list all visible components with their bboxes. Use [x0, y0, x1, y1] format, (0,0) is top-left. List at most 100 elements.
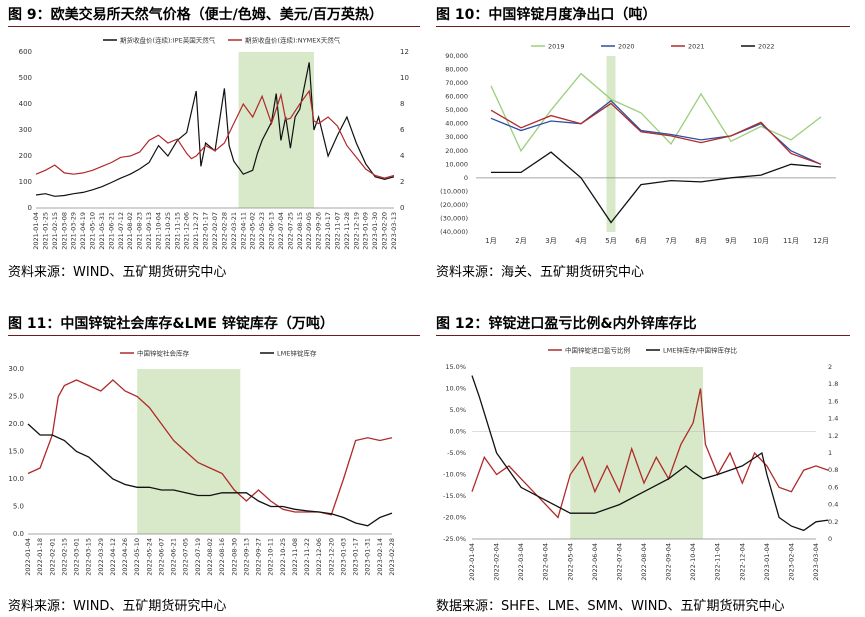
- panel2-rule: [436, 26, 850, 27]
- x-tick-label: 2022-03-29: [97, 538, 105, 576]
- y-right-tick-label: 4: [400, 152, 405, 160]
- legend-lme-stock: LME锌锭库存: [277, 349, 317, 358]
- x-tick-label: 2022-02-07: [211, 212, 219, 250]
- x-tick-label: 2021-08-23: [136, 212, 144, 250]
- x-tick-label: 2021-02-15: [51, 212, 59, 250]
- x-tick-label: 2021-03-29: [70, 212, 78, 250]
- x-tick-label: 2022-09-27: [255, 538, 263, 576]
- x-tick-label: 2022-08-30: [230, 538, 238, 576]
- y-left-tick-label: 0: [28, 204, 32, 212]
- x-tick-label: 2023-01-03: [339, 538, 347, 576]
- y-left-tick-label: 400: [19, 100, 32, 108]
- x-tick-label: 8月: [695, 237, 706, 245]
- y-left-tick-label: 0.0%: [449, 428, 466, 436]
- x-tick-label: 2022-11-07: [333, 212, 341, 250]
- y-tick-label: 5.0: [13, 503, 24, 511]
- x-tick-label: 2023-02-28: [388, 538, 396, 576]
- panel4-rule: [436, 335, 850, 336]
- x-tick-label: 2021-06-21: [107, 212, 115, 250]
- highlight-band: [570, 367, 703, 539]
- x-tick-label: 2022-04-04: [542, 543, 550, 581]
- x-tick-label: 2022-10-17: [324, 212, 332, 250]
- y-tick-label: 30,000: [445, 133, 468, 141]
- y-left-tick-label: -25.0%: [443, 535, 466, 543]
- series-line-1: [35, 89, 395, 179]
- x-tick-label: 2021-11-15: [173, 212, 181, 250]
- x-tick-label: 2021-07-12: [117, 212, 125, 250]
- y-right-tick-label: 0: [828, 535, 832, 543]
- x-tick-label: 2022-09-26: [315, 212, 323, 250]
- x-tick-label: 2022-07-05: [182, 538, 190, 576]
- x-tick-label: 2022-09-13: [242, 538, 250, 576]
- x-tick-label: 2022-09-04: [665, 543, 673, 581]
- x-tick-label: 2023-01-04: [763, 543, 771, 581]
- panel2-source: 资料来源：海关、五矿期货研究中心: [436, 265, 645, 280]
- y-tick-label: 20.0: [8, 420, 24, 428]
- series-line-0: [35, 62, 395, 197]
- x-tick-label: 2022-01-17: [202, 212, 210, 250]
- x-tick-label: 2021-01-25: [41, 212, 49, 250]
- y-right-tick-label: 8: [400, 100, 404, 108]
- y-right-tick-label: 0.4: [828, 501, 838, 509]
- y-tick-label: (40,000): [440, 228, 468, 236]
- y-right-tick-label: 0.2: [828, 518, 838, 526]
- y-tick-label: (10,000): [440, 187, 468, 195]
- x-tick-label: 2022-04-12: [109, 538, 117, 576]
- x-tick-label: 2023-02-04: [787, 543, 795, 581]
- x-tick-label: 2022-11-28: [343, 212, 351, 250]
- x-tick-label: 2022-03-01: [73, 538, 81, 576]
- x-tick-label: 5月: [605, 237, 616, 245]
- y-tick-label: (30,000): [440, 214, 468, 222]
- x-tick-label: 2022-01-18: [36, 538, 44, 576]
- x-tick-label: 2023-01-17: [352, 538, 360, 576]
- y-tick-label: 10,000: [445, 160, 468, 168]
- y-tick-label: 80,000: [445, 66, 468, 74]
- x-tick-label: 2023-01-09: [362, 212, 370, 250]
- x-tick-label: 2022-08-02: [206, 538, 214, 576]
- y-tick-label: 50,000: [445, 106, 468, 114]
- y-tick-label: (20,000): [440, 201, 468, 209]
- x-tick-label: 2022-05-24: [145, 538, 153, 576]
- x-tick-label: 2022-03-04: [517, 543, 525, 581]
- x-tick-label: 2022-12-06: [315, 538, 323, 576]
- x-tick-label: 2022-11-22: [303, 538, 311, 576]
- series-line-1: [471, 375, 829, 532]
- x-tick-label: 2022-08-16: [218, 538, 226, 576]
- y-tick-label: 0.0: [13, 530, 24, 538]
- x-tick-label: 3月: [545, 237, 556, 245]
- panel1-source: 资料来源：WIND、五矿期货研究中心: [8, 265, 227, 280]
- y-left-tick-label: 5.0%: [449, 406, 466, 414]
- y-tick-label: 25.0: [8, 393, 24, 401]
- y-left-tick-label: 15.0%: [445, 363, 466, 371]
- x-tick-label: 2023-02-14: [376, 538, 384, 576]
- y-tick-label: 20,000: [445, 147, 468, 155]
- x-tick-label: 2022-04-11: [239, 212, 247, 250]
- panel1-rule: [8, 26, 420, 27]
- x-tick-label: 2022-12-20: [327, 538, 335, 576]
- x-tick-label: 2022-11-08: [291, 538, 299, 576]
- series-line-1: [27, 423, 393, 527]
- y-tick-label: 15.0: [8, 448, 24, 456]
- x-tick-label: 2022-05-02: [249, 212, 257, 250]
- y-right-tick-label: 6: [400, 126, 405, 134]
- panel2-chart: (40,000) (30,000) (20,000) (10,000) 0 10,000 2…: [440, 43, 836, 245]
- x-tick-label: 2021-04-19: [79, 212, 87, 250]
- x-tick-label: 2021-12-06: [183, 212, 191, 250]
- legend-2021: 2021: [688, 43, 705, 51]
- y-tick-label: 60,000: [445, 93, 468, 101]
- x-tick-label: 2022-12-19: [352, 212, 360, 250]
- y-right-tick-label: 0: [400, 204, 404, 212]
- x-tick-label: 2021-10-25: [164, 212, 172, 250]
- x-tick-label: 11月: [783, 237, 799, 245]
- x-tick-label: 1月: [485, 237, 496, 245]
- x-tick-label: 2022-11-04: [714, 543, 722, 581]
- x-tick-label: 2023-03-13: [390, 212, 398, 250]
- x-tick-label: 2022-04-26: [121, 538, 129, 576]
- y-right-tick-label: 1.8: [828, 380, 838, 388]
- x-tick-label: 2022-03-21: [230, 212, 238, 250]
- x-tick-label: 2022-05-23: [258, 212, 266, 250]
- x-tick-label: 2022-02-01: [48, 538, 56, 576]
- x-tick-label: 2022-07-04: [615, 543, 623, 581]
- x-tick-label: 2022-07-25: [286, 212, 294, 250]
